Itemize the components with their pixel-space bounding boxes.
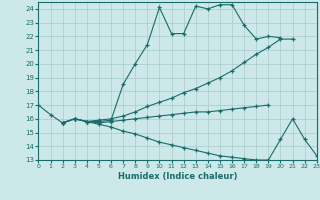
X-axis label: Humidex (Indice chaleur): Humidex (Indice chaleur): [118, 172, 237, 181]
